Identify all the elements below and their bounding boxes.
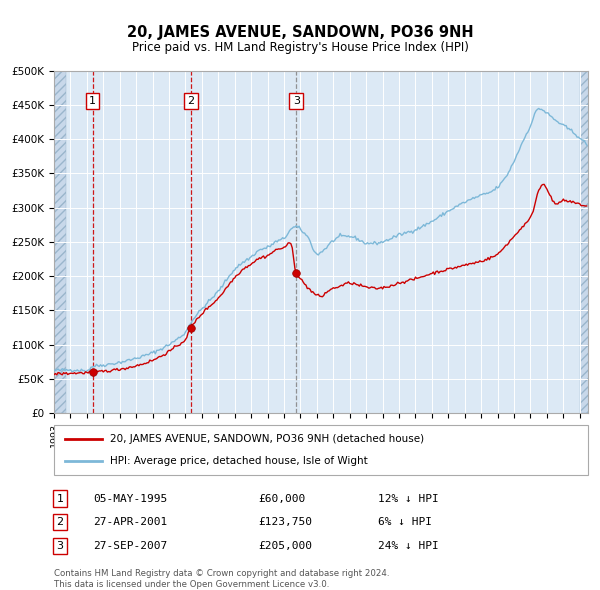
Text: HPI: Average price, detached house, Isle of Wight: HPI: Average price, detached house, Isle…: [110, 456, 368, 466]
Text: Contains HM Land Registry data © Crown copyright and database right 2024.: Contains HM Land Registry data © Crown c…: [54, 569, 389, 578]
Text: 2: 2: [56, 517, 64, 527]
Text: 6% ↓ HPI: 6% ↓ HPI: [378, 517, 432, 527]
Text: 3: 3: [56, 541, 64, 550]
Text: 1: 1: [89, 96, 96, 106]
Text: £60,000: £60,000: [258, 494, 305, 503]
Text: 05-MAY-1995: 05-MAY-1995: [93, 494, 167, 503]
Bar: [54, 71, 65, 413]
Text: 27-SEP-2007: 27-SEP-2007: [93, 541, 167, 550]
Bar: [580, 71, 596, 413]
Text: 24% ↓ HPI: 24% ↓ HPI: [378, 541, 439, 550]
Text: 20, JAMES AVENUE, SANDOWN, PO36 9NH: 20, JAMES AVENUE, SANDOWN, PO36 9NH: [127, 25, 473, 40]
Text: 3: 3: [293, 96, 299, 106]
Text: Price paid vs. HM Land Registry's House Price Index (HPI): Price paid vs. HM Land Registry's House …: [131, 41, 469, 54]
Text: 2: 2: [187, 96, 194, 106]
Text: 1: 1: [56, 494, 64, 503]
FancyBboxPatch shape: [54, 425, 588, 475]
Text: This data is licensed under the Open Government Licence v3.0.: This data is licensed under the Open Gov…: [54, 579, 329, 589]
Text: £123,750: £123,750: [258, 517, 312, 527]
Text: 12% ↓ HPI: 12% ↓ HPI: [378, 494, 439, 503]
Text: 27-APR-2001: 27-APR-2001: [93, 517, 167, 527]
Text: £205,000: £205,000: [258, 541, 312, 550]
Text: 20, JAMES AVENUE, SANDOWN, PO36 9NH (detached house): 20, JAMES AVENUE, SANDOWN, PO36 9NH (det…: [110, 434, 424, 444]
